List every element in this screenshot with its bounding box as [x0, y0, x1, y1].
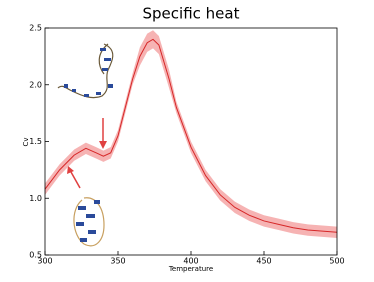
y-tick-label: 2.0	[29, 80, 42, 89]
x-tick-label: 500	[329, 257, 344, 266]
x-axis-label: Temperature	[168, 265, 213, 273]
arrows	[67, 118, 107, 189]
plot-area: 300 350 400 450 500 0.5 1.0 1.5 2.0 2.5	[29, 24, 344, 266]
x-tick-label: 300	[37, 257, 52, 266]
x-tick-label: 450	[256, 257, 271, 266]
rna-structure-top	[57, 43, 114, 99]
y-axis-label: Cv	[22, 137, 30, 146]
rna-structure-bottom	[73, 197, 105, 247]
line	[44, 38, 338, 233]
y-tick-label: 2.5	[29, 24, 42, 33]
x-tick-label: 350	[110, 257, 125, 266]
x-tick-label: 400	[183, 257, 198, 266]
confidence-band	[45, 30, 337, 238]
y-tick-label: 0.5	[29, 251, 42, 260]
chart-title: Specific heat	[143, 5, 240, 23]
y-tick-label: 1.0	[29, 194, 42, 203]
y-tick-label: 1.5	[29, 137, 42, 146]
